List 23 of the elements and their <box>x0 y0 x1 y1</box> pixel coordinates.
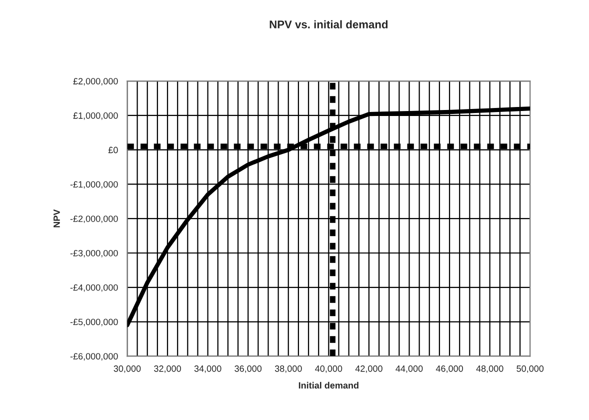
x-tick-label: 46,000 <box>436 365 463 373</box>
y-tick-label: -£2,000,000 <box>70 216 118 224</box>
x-tick-label: 38,000 <box>274 365 302 373</box>
y-tick-label: £2,000,000 <box>73 78 118 86</box>
x-tick-label: 50,000 <box>516 365 544 373</box>
y-tick-label: £0 <box>108 146 118 154</box>
y-tick-label: -£1,000,000 <box>70 181 118 189</box>
x-axis-title: Initial demand <box>298 382 358 389</box>
y-axis-title: NPV <box>54 209 60 228</box>
x-tick-label: 48,000 <box>476 365 504 373</box>
y-tick-label: £1,000,000 <box>73 112 118 120</box>
y-tick-label: -£6,000,000 <box>70 353 118 361</box>
x-tick-label: 44,000 <box>396 365 423 373</box>
x-tick-label: 36,000 <box>234 365 262 373</box>
x-tick-label: 40,000 <box>315 365 342 373</box>
chart-title: NPV vs. initial demand <box>270 20 388 28</box>
x-tick-label: 34,000 <box>194 365 222 373</box>
x-tick-label: 32,000 <box>154 365 181 373</box>
x-tick-label: 30,000 <box>114 365 141 373</box>
y-tick-label: -£4,000,000 <box>70 284 118 292</box>
x-tick-label: 42,000 <box>355 365 382 373</box>
y-tick-label: -£5,000,000 <box>70 318 118 326</box>
y-tick-label: -£3,000,000 <box>70 250 118 258</box>
